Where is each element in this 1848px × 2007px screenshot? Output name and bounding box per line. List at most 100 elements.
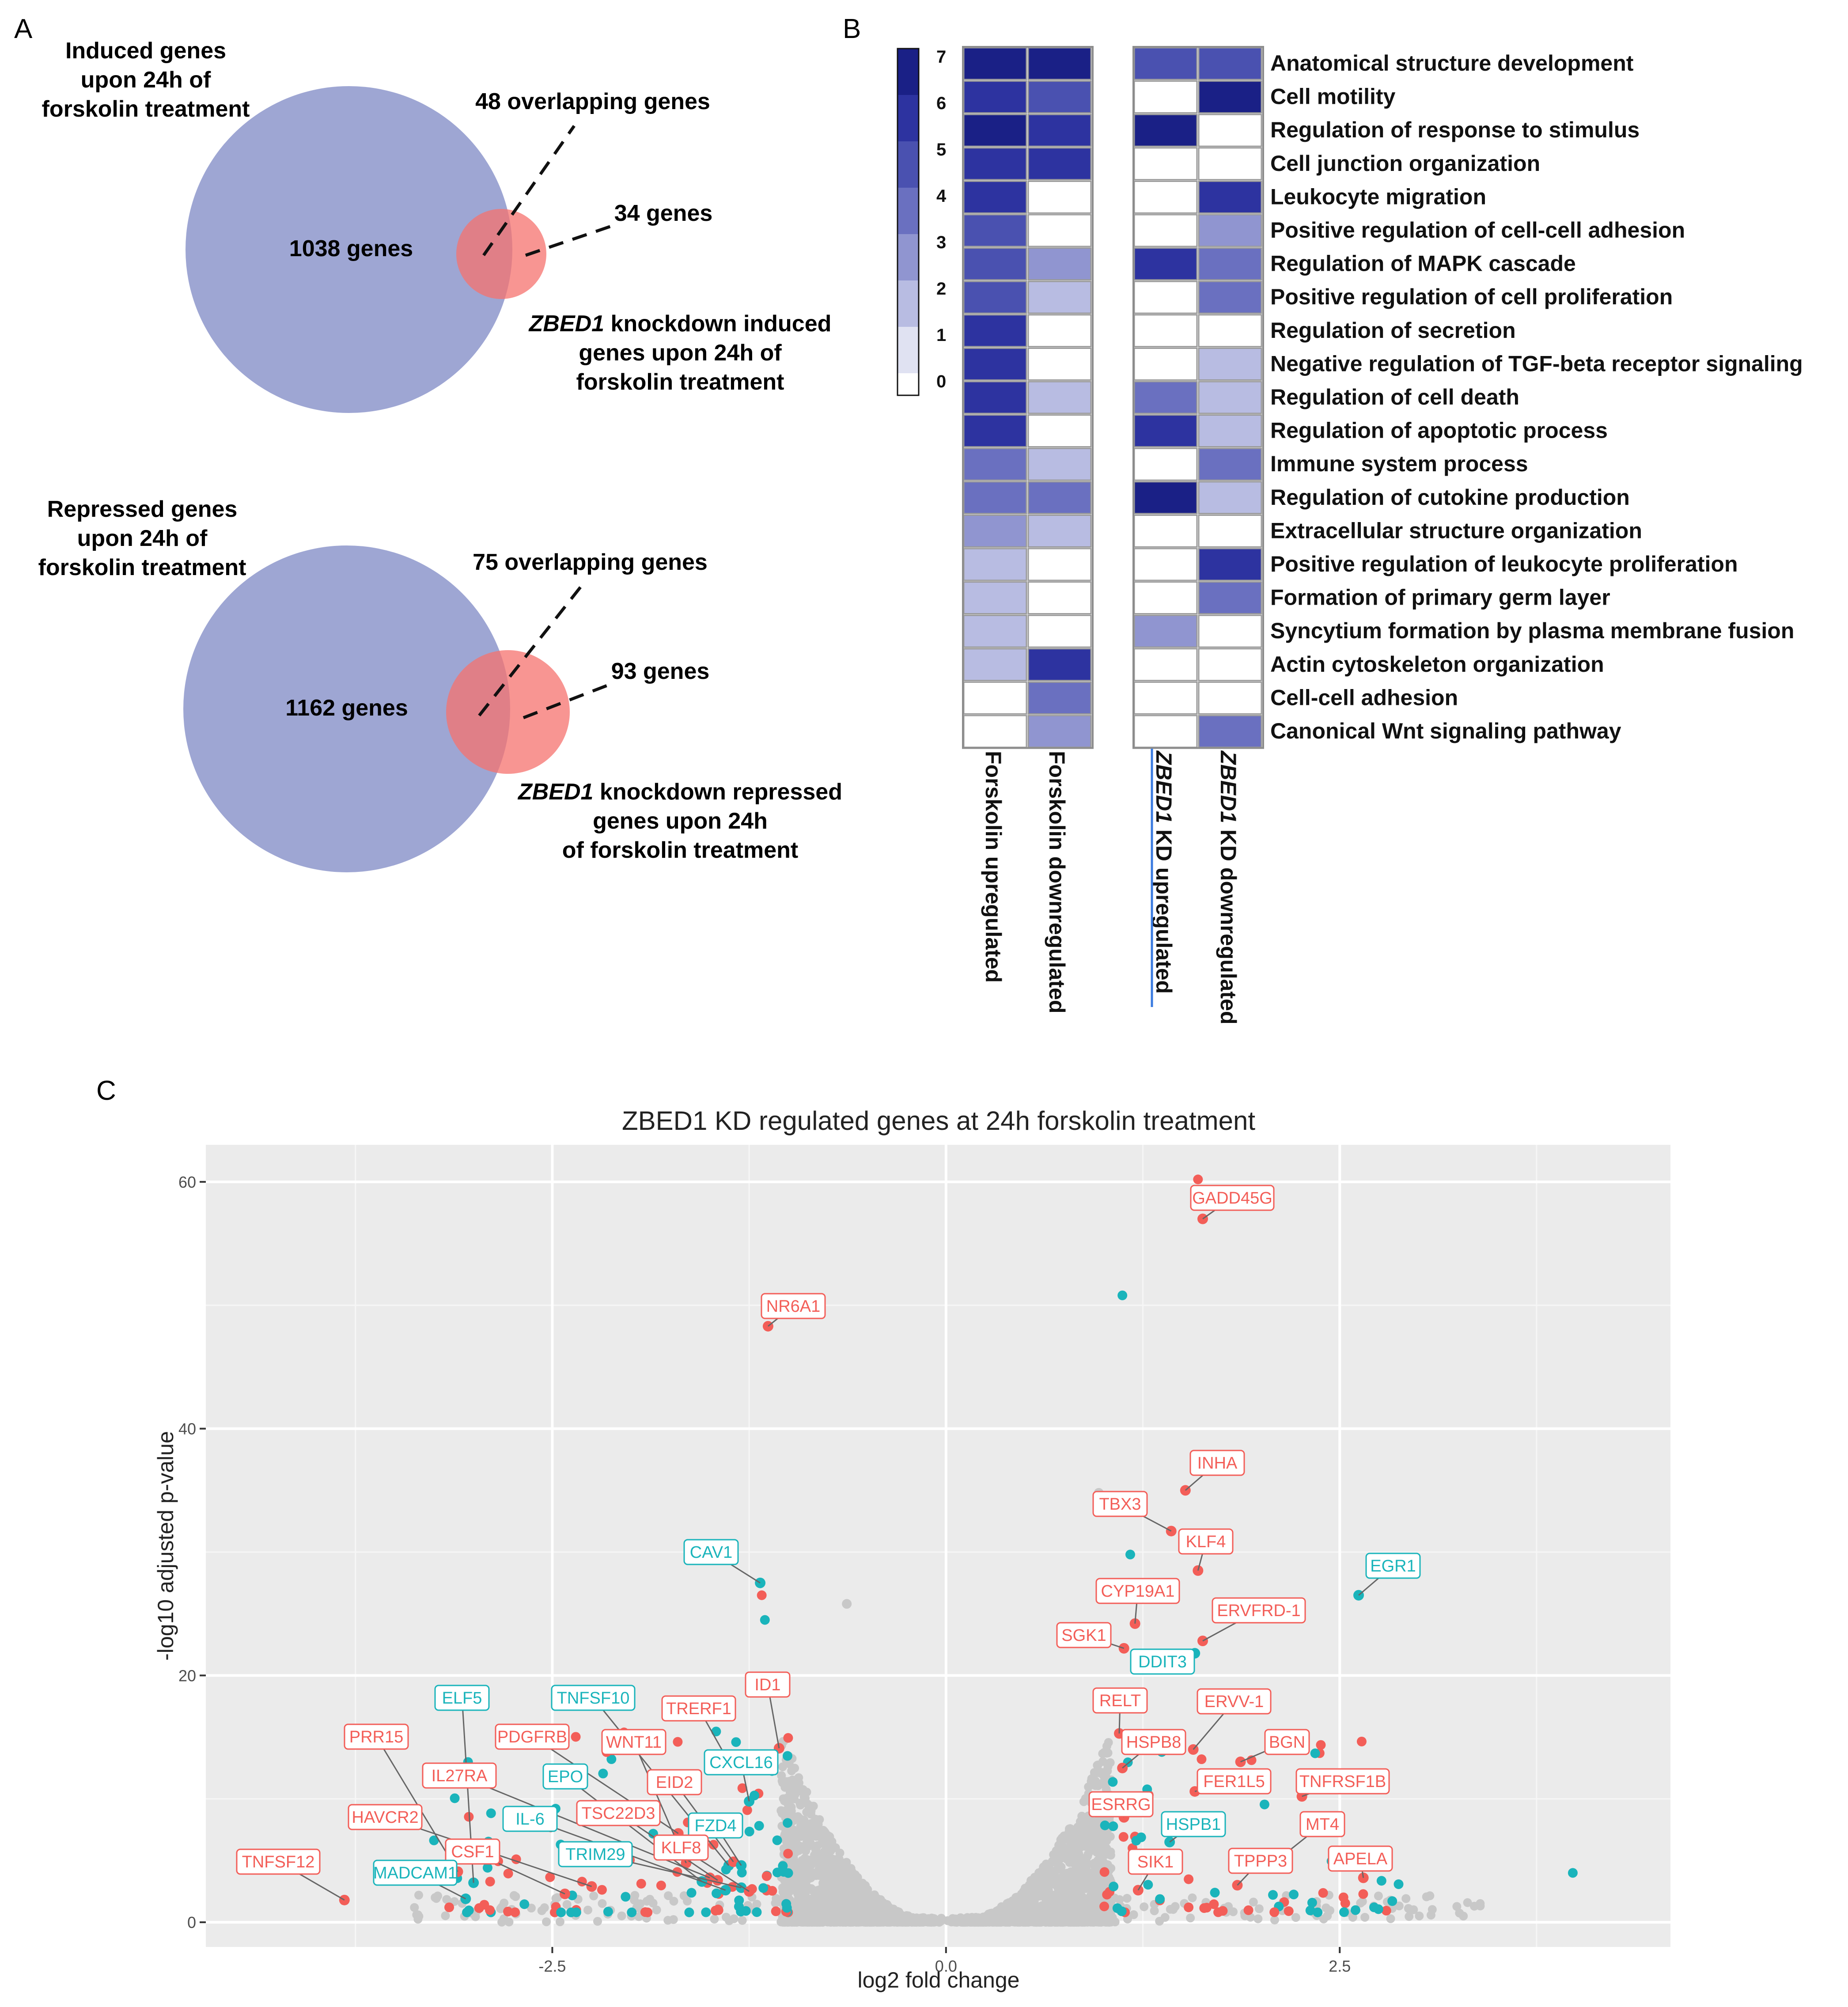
gene-label-box [1190,1185,1275,1211]
go-term-label: Immune system process [1270,451,1528,476]
ns-point [814,1850,824,1859]
ns-point [827,1839,836,1848]
gene-label-text: EPO [548,1768,583,1786]
ns-point [1104,1738,1113,1747]
heatmap-cell [1027,247,1092,281]
ns-point [850,1882,860,1891]
gene-label-text: IL27RA [432,1767,488,1785]
panel-b: B 7 6 5 4 3 2 1 0 Anatomical structure developm… [843,14,1803,1025]
ns-point [1170,1902,1180,1911]
gene-label-box [1128,1848,1183,1875]
gene-label-box [558,1841,633,1867]
sig-point [1109,1882,1119,1892]
sig-point [778,1861,788,1871]
sig-point [772,1835,782,1845]
gene-label-text: ID1 [754,1676,780,1694]
ns-point [593,1917,602,1926]
heatmap-cell [1198,314,1262,348]
ns-point [1086,1910,1095,1919]
ns-point [788,1783,798,1792]
ns-point [1090,1825,1099,1834]
gene-label-box [1264,1729,1310,1755]
heatmap-cell [1133,681,1198,715]
ns-point [851,1870,860,1879]
sig-point [1131,1836,1141,1846]
venn-big-circle-repressed [183,545,510,872]
ns-point [1386,1914,1395,1924]
ns-point [1005,1908,1014,1917]
sig-point [734,1901,744,1912]
venn-repressed: Repressed genes upon 24h of forskolin tr… [38,496,842,872]
gene-label-text: RELT [1099,1692,1141,1710]
ns-point [1044,1893,1053,1903]
ns-point [1089,1776,1098,1786]
heatmap-cell [963,47,1027,80]
go-heatmap [962,46,1264,749]
ns-point [1059,1831,1068,1840]
ns-point [818,1899,827,1909]
sig-point [1197,1754,1207,1765]
gene-label-text: MT4 [1306,1815,1339,1834]
gene-label-box [745,1671,791,1698]
sig-point [1209,1899,1219,1909]
ns-point [1253,1914,1263,1924]
gene-label-box [647,1769,702,1795]
gene-label-text: IL-6 [515,1810,544,1829]
ns-point [1059,1844,1068,1854]
heatmap-column-label: ZBED1 KD downregulated [1216,750,1241,1025]
heatmap-cell [1133,80,1198,114]
heatmap-cell [1198,715,1262,748]
ns-point [526,1904,536,1913]
ns-point [810,1906,819,1915]
venn-induced-big-title-line2: upon 24h of [81,67,211,93]
sig-point [754,1821,764,1831]
gene-label-box [1178,1528,1234,1555]
venn-induced-overlap-count: 48 overlapping genes [475,89,710,114]
ns-point [441,1911,450,1920]
go-term-label: Positive regulation of cell-cell adhesio… [1270,218,1685,242]
sig-point [710,1905,720,1916]
ns-point [803,1799,812,1809]
venn-induced: Induced genes upon 24h of forskolin trea… [42,38,831,413]
gene-label-box [445,1838,500,1865]
gene-label-text: KLF8 [661,1839,701,1857]
gene-label-box [1161,1811,1226,1837]
sig-point [1394,1879,1404,1889]
sig-point [545,1872,555,1882]
gene-label-box [236,1848,321,1875]
venn-repressed-big-title-line2: upon 24h of [77,526,208,551]
sig-point [485,1905,495,1915]
sig-point [1568,1868,1578,1878]
ns-point [879,1898,888,1908]
ns-point [1291,1913,1300,1922]
ns-point [797,1856,807,1865]
ns-point [962,1916,971,1925]
gene-label-text: GADD45G [1192,1189,1272,1208]
column-label-text: Forskolin downregulated [1045,751,1069,1013]
sig-point [1155,1894,1165,1904]
sig-point [761,1871,772,1881]
ns-point [793,1840,802,1849]
sig-point [1358,1889,1368,1899]
heatmap-cell [963,280,1027,314]
sig-point [1184,1874,1194,1884]
sig-point [450,1793,460,1803]
ns-point [826,1856,835,1865]
ns-point [790,1794,799,1803]
heatmap-cell [1027,114,1092,147]
legend-swatch [897,141,919,188]
ns-point [1056,1854,1065,1863]
sig-point [686,1888,697,1898]
ns-point [1140,1902,1149,1912]
sig-point [1356,1736,1367,1746]
gene-label-text: TRIM29 [565,1845,625,1864]
heatmap-cell [1198,47,1262,80]
gene-label-text: EID2 [656,1773,693,1792]
go-term-label: Anatomical structure development [1270,51,1634,76]
sig-point [1218,1906,1228,1916]
go-term-label: Cell-cell adhesion [1270,685,1458,710]
ns-point [1065,1911,1074,1920]
ns-point [875,1917,885,1927]
ns-point [1093,1856,1102,1865]
ns-point [787,1766,796,1776]
